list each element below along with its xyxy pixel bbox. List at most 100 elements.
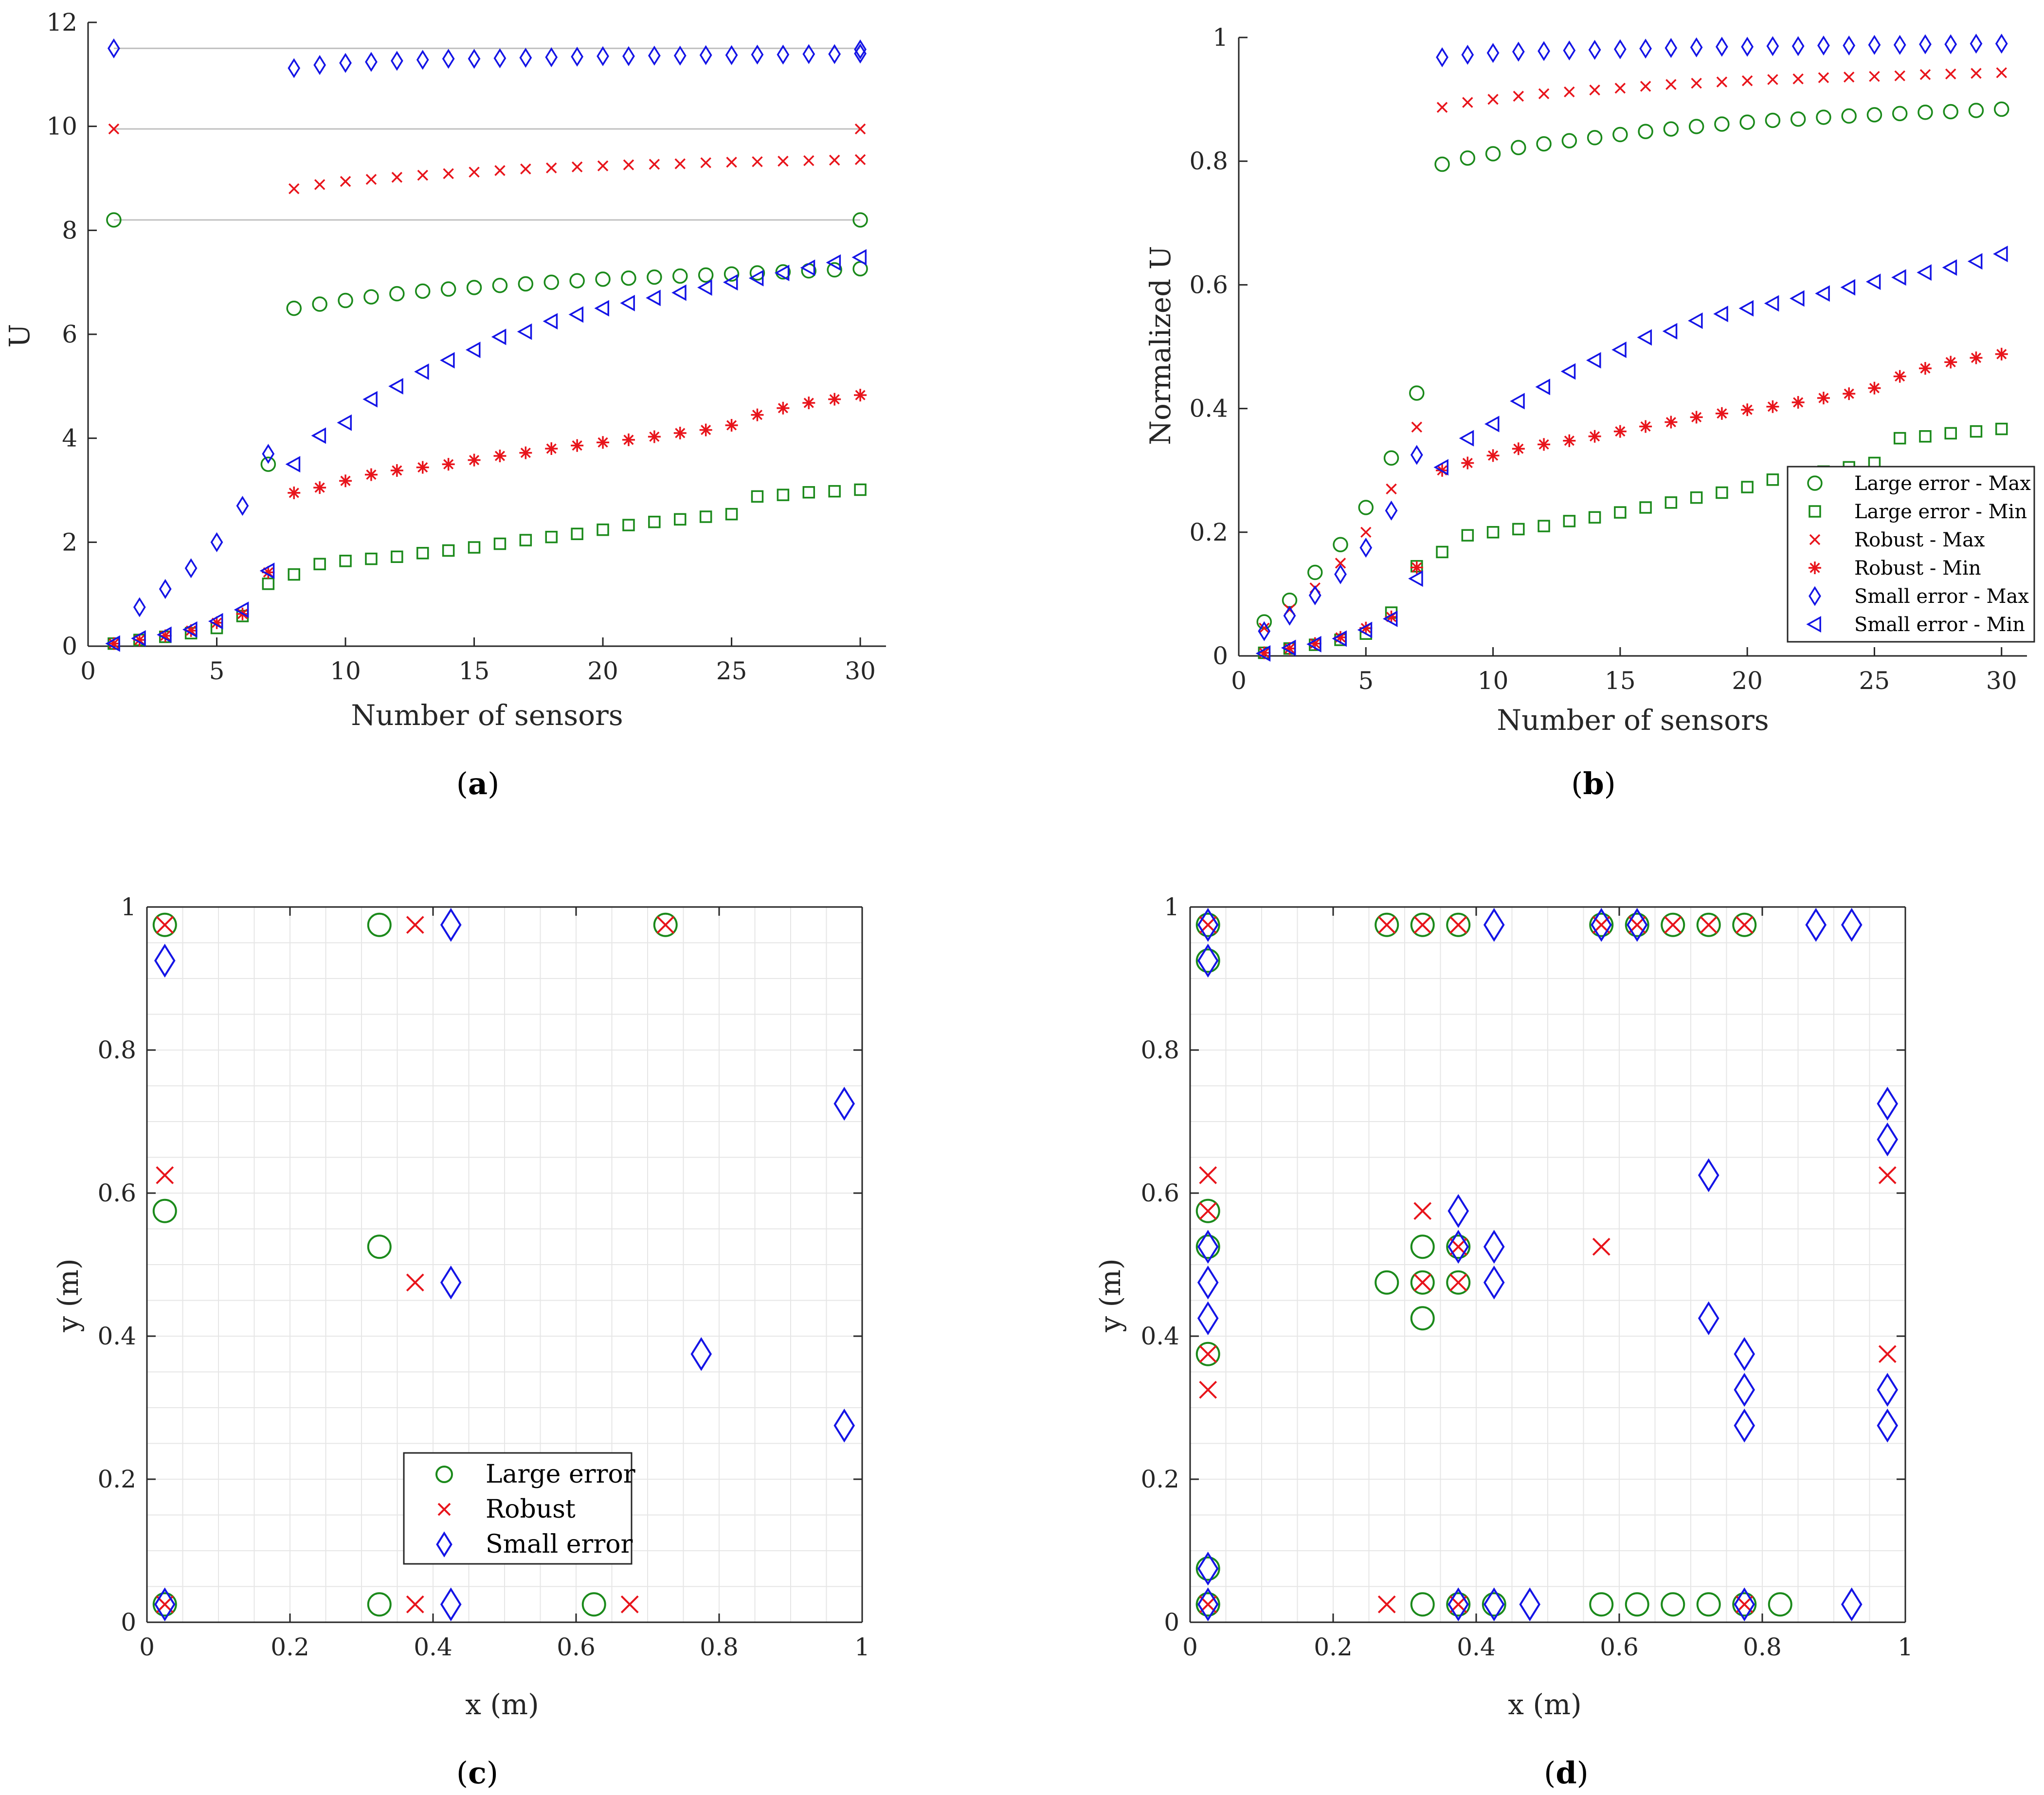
data-point-robust-max	[649, 159, 660, 170]
y-tick-label: 12	[46, 8, 77, 36]
data-point-robust-min	[1970, 351, 1983, 364]
data-point-small-error	[1805, 907, 1827, 942]
data-point-small-error-min	[826, 254, 841, 271]
x-tick-label: 0.8	[1743, 1633, 1782, 1661]
data-point-large-error-max	[1612, 127, 1628, 143]
data-point-small-error-max	[673, 45, 687, 66]
y-tick-label: 0.2	[1189, 518, 1228, 546]
data-point-robust-min	[159, 629, 172, 642]
data-point-robust	[1735, 916, 1754, 934]
panel-b-caption: (b)	[1571, 766, 1616, 801]
data-point-small-error-min	[1611, 341, 1627, 358]
data-point-small-error-max	[777, 44, 790, 65]
legend-marker	[1806, 616, 1821, 633]
panel-b-legend-label: Large error - Max	[1854, 472, 2031, 495]
data-point-small-error-min	[337, 414, 352, 431]
data-point-large-error-min	[1995, 422, 2008, 435]
data-point-small-error-min	[671, 284, 687, 301]
data-point-robust	[1199, 1345, 1217, 1363]
data-point-large-error-max	[518, 276, 534, 292]
data-point-large-error-max	[1968, 103, 1984, 118]
data-point-large-error-min	[468, 541, 481, 554]
data-point-large-error-max	[1587, 130, 1603, 145]
data-point-large-error-min	[1538, 520, 1550, 532]
y-tick-label: 2	[62, 528, 77, 556]
x-tick-label: 30	[1986, 667, 2017, 695]
panel-a-xlabel: Number of sensors	[351, 699, 623, 732]
data-point-small-error-min	[723, 274, 738, 291]
data-point-robust-max	[1843, 72, 1855, 83]
data-point-robust-min	[1817, 391, 1830, 404]
panel-b-legend: Large error - Max Large error - Min Robu…	[1787, 466, 2035, 643]
panel-c-legend-label: Small error	[486, 1530, 633, 1559]
data-point-robust-max	[1665, 79, 1677, 90]
data-point-large-error	[581, 1592, 606, 1617]
data-point-small-error	[1877, 1087, 1899, 1121]
data-point-robust-min	[725, 418, 738, 432]
panel-a-caption: (a)	[456, 766, 500, 801]
data-point-small-error-max	[1716, 36, 1728, 57]
data-point-large-error-min	[1690, 491, 1703, 504]
data-point-robust-min	[468, 453, 481, 467]
x-tick-label: 0	[1231, 667, 1247, 695]
data-point-large-error-max	[1892, 106, 1908, 122]
data-point-robust-min	[1843, 387, 1856, 400]
data-point-large-error-max	[1638, 124, 1653, 139]
data-point-robust-max	[1691, 77, 1702, 89]
data-point-robust-min	[1308, 637, 1321, 650]
data-point-robust-min	[1334, 631, 1347, 644]
data-point-small-error	[833, 1087, 855, 1121]
data-point-small-error-max	[571, 46, 584, 67]
data-point-small-error	[1483, 907, 1505, 942]
data-point-robust-min	[1486, 449, 1500, 462]
data-point-robust-max	[1589, 84, 1600, 96]
data-point-robust-min	[1410, 561, 1423, 574]
data-point-large-error-min	[699, 510, 712, 523]
data-point-large-error-min	[262, 578, 275, 590]
data-point-small-error	[1447, 1230, 1469, 1264]
data-point-small-error-min	[800, 259, 815, 276]
data-point-large-error	[1195, 1342, 1220, 1366]
data-point-large-error-min	[1944, 427, 1957, 440]
data-point-large-error	[1195, 912, 1220, 937]
data-point-large-error-max	[363, 289, 379, 305]
data-point-small-error-min	[131, 630, 146, 647]
data-point-small-error	[1197, 1301, 1219, 1336]
data-point-small-error	[1197, 1265, 1219, 1300]
data-point-robust-min	[648, 430, 661, 443]
x-tick-label: 5	[1358, 667, 1374, 695]
data-point-small-error-min	[1891, 269, 1906, 286]
data-point-small-error	[1841, 907, 1863, 942]
data-point-small-error-min	[1865, 273, 1881, 290]
data-point-robust-min	[1791, 396, 1805, 409]
panel-b-legend-label: Robust - Min	[1854, 557, 1981, 580]
data-point-large-error-min	[493, 537, 506, 550]
data-point-small-error	[1734, 1408, 1755, 1443]
panel-d-caption: (d)	[1544, 1755, 1589, 1791]
data-point-small-error	[1197, 1230, 1219, 1264]
x-tick-label: 20	[1732, 667, 1763, 695]
panel-c-legend: Large error Robust Small error	[403, 1452, 635, 1565]
x-tick-label: 0	[139, 1633, 155, 1661]
data-point-small-error	[1698, 1158, 1719, 1193]
data-point-small-error-max	[1690, 37, 1703, 57]
data-point-robust-min	[828, 393, 841, 406]
data-point-large-error-min	[1461, 529, 1474, 542]
data-point-small-error-max	[1283, 605, 1296, 626]
data-point-robust-min	[1639, 420, 1652, 433]
data-point-robust-max	[1716, 76, 1728, 88]
data-point-small-error-max	[1334, 564, 1347, 584]
data-point-large-error	[1375, 912, 1399, 937]
x-tick-label: 15	[459, 657, 490, 685]
data-point-small-error-max	[1970, 34, 1983, 54]
data-point-robust-min	[288, 486, 301, 499]
data-point-small-error-min	[1255, 645, 1271, 662]
data-point-large-error-min	[1486, 526, 1500, 539]
data-point-robust-max	[623, 159, 634, 170]
data-point-small-error-min	[1713, 306, 1728, 323]
data-point-robust-min	[390, 464, 403, 477]
data-point-robust-max	[1869, 71, 1880, 82]
data-point-small-error-min	[182, 621, 198, 638]
data-point-large-error-max	[1790, 111, 1806, 127]
